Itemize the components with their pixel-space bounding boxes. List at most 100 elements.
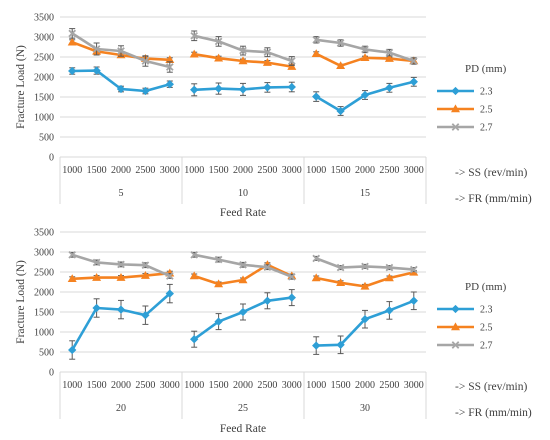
x-group-label: 10 (238, 188, 248, 199)
x-tick-label: 1500 (209, 380, 229, 391)
data-point (68, 29, 77, 38)
x-tick-label: 2500 (379, 165, 399, 176)
data-point (312, 35, 321, 44)
ss-axis-label: -> SS (rev/min) (455, 381, 527, 393)
data-point (287, 293, 296, 302)
data-point (263, 263, 272, 272)
data-point (117, 260, 125, 269)
x-group-label: 5 (119, 188, 124, 199)
legend-label: 2.7 (480, 341, 493, 352)
y-axis-title: Fracture Load (N) (15, 260, 27, 344)
x-tick-label: 2500 (379, 380, 399, 391)
data-point (312, 341, 321, 350)
data-point (140, 270, 150, 279)
x-tick-label: 2000 (111, 165, 131, 176)
y-tick-label: 0 (49, 368, 54, 379)
data-point (141, 261, 150, 270)
data-point (238, 56, 248, 65)
data-point (214, 317, 223, 326)
x-tick-label: 3000 (282, 380, 302, 391)
x-tick-label: 1500 (209, 165, 229, 176)
legend-title: PD (mm) (465, 63, 507, 75)
data-point (336, 61, 346, 70)
data-point (311, 273, 321, 282)
data-point (385, 83, 394, 92)
data-point (336, 39, 345, 47)
x-tick-label: 1000 (184, 380, 204, 391)
data-point (360, 53, 370, 62)
x-axis-title: Feed Rate (220, 207, 266, 219)
y-tick-label: 3500 (34, 13, 54, 24)
x-tick-label: 3000 (404, 380, 424, 391)
y-tick-label: 500 (39, 348, 54, 359)
x-tick-label: 2000 (355, 165, 375, 176)
y-tick-label: 2500 (34, 53, 54, 64)
data-point (214, 255, 223, 264)
y-tick-label: 0 (49, 153, 54, 164)
data-point (263, 83, 272, 92)
data-point (68, 345, 77, 355)
data-point (311, 49, 321, 58)
x-tick-label: 1000 (62, 380, 82, 391)
data-point (312, 92, 321, 101)
x-tick-label: 2500 (257, 165, 277, 176)
y-tick-label: 1000 (34, 113, 54, 124)
data-point (361, 45, 369, 54)
data-point (165, 289, 174, 298)
data-point (214, 279, 224, 288)
data-point (214, 84, 223, 93)
data-point (451, 104, 460, 113)
data-point (287, 61, 297, 70)
fr-axis-label: -> FR (mm/min) (455, 193, 532, 205)
data-point (190, 335, 199, 344)
data-point (68, 66, 77, 76)
data-point (190, 250, 199, 259)
x-tick-label: 1000 (306, 380, 326, 391)
data-point (360, 90, 370, 100)
data-point (451, 304, 460, 314)
data-point (263, 296, 272, 305)
x-tick-label: 2500 (135, 380, 155, 391)
x-group-label: 20 (116, 403, 126, 414)
data-point (67, 37, 77, 46)
data-point (92, 66, 101, 75)
x-group-label: 30 (360, 403, 370, 414)
data-point (189, 49, 199, 58)
data-point (361, 262, 369, 271)
x-tick-label: 1500 (331, 165, 351, 176)
x-tick-label: 1000 (62, 165, 82, 176)
data-point (214, 53, 224, 62)
y-tick-label: 2000 (34, 288, 54, 299)
chart-panel-1: 0 500 1000 1500 2000 2500 3000 3500 Fracture Loa… (15, 13, 532, 220)
x-tick-label: 3000 (404, 165, 424, 176)
data-point (287, 82, 296, 92)
data-point (67, 274, 77, 283)
series-2-7 (68, 28, 418, 73)
legend-label: 2.3 (480, 87, 493, 98)
x-group-label: 15 (360, 188, 370, 199)
data-point (336, 106, 345, 116)
data-point (385, 48, 394, 57)
data-point (287, 272, 296, 281)
x-tick-label: 3000 (160, 165, 180, 176)
x-tick-label: 2000 (355, 380, 375, 391)
x-tick-label: 1500 (331, 380, 351, 391)
x-tick-label: 3000 (160, 380, 180, 391)
series-2-3 (68, 283, 418, 360)
x-axis-title: Feed Rate (220, 423, 266, 435)
data-point (384, 53, 394, 62)
data-point (239, 46, 247, 55)
data-point (451, 123, 460, 131)
legend-label: 2.3 (480, 305, 493, 316)
y-tick-label: 2500 (34, 268, 54, 279)
data-point (409, 77, 418, 86)
data-point (360, 315, 370, 324)
data-point (360, 281, 370, 290)
data-point (190, 31, 199, 40)
data-point (409, 296, 418, 305)
y-tick-label: 3500 (34, 228, 54, 239)
data-point (385, 263, 394, 272)
data-point (263, 48, 272, 57)
x-tick-label: 1000 (306, 165, 326, 176)
y-tick-label: 3000 (34, 248, 54, 259)
